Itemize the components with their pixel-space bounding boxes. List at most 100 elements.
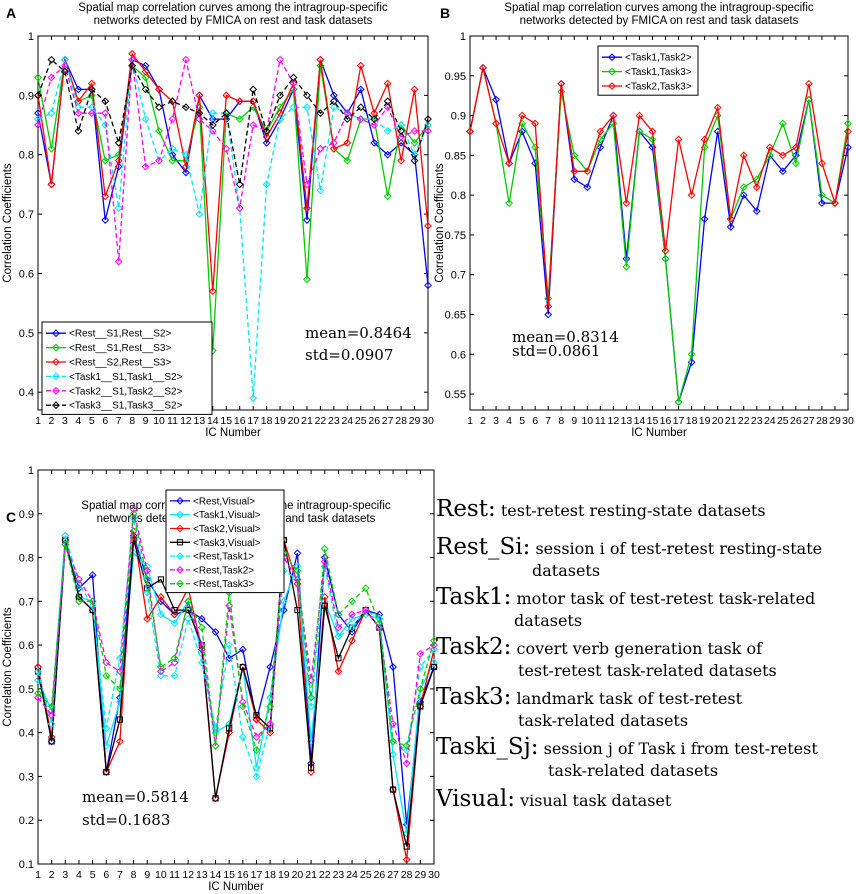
x-tick-label: 7 bbox=[117, 869, 123, 881]
data-point bbox=[320, 562, 329, 571]
series-line bbox=[37, 518, 435, 779]
y-tick-label: 0.95 bbox=[445, 71, 466, 83]
data-point bbox=[195, 109, 204, 118]
data-point bbox=[129, 549, 138, 558]
data-point bbox=[74, 85, 83, 94]
x-tick-label: 5 bbox=[519, 415, 525, 427]
data-point bbox=[316, 61, 325, 70]
data-point bbox=[356, 115, 365, 124]
x-tick-label: 28 bbox=[395, 415, 407, 427]
data-point bbox=[417, 703, 424, 710]
y-tick-label: 0.5 bbox=[19, 684, 34, 696]
data-point bbox=[844, 119, 852, 128]
data-point bbox=[778, 119, 787, 128]
data-point bbox=[583, 167, 592, 176]
x-tick-label: 27 bbox=[803, 415, 815, 427]
legend-entry: <Rest,Visual> bbox=[193, 496, 255, 507]
y-tick-label: 1 bbox=[460, 31, 466, 43]
data-point bbox=[416, 649, 425, 658]
data-point bbox=[316, 144, 325, 153]
chart-panel-b: B Spatial map correlation curves among th… bbox=[434, 2, 854, 439]
data-point bbox=[101, 216, 110, 224]
x-tick-label: 16 bbox=[234, 415, 246, 427]
data-point bbox=[208, 109, 217, 118]
x-tick-label: 30 bbox=[842, 415, 854, 427]
x-tick-label: 21 bbox=[301, 415, 313, 427]
data-point bbox=[168, 144, 177, 153]
x-tick-label: 14 bbox=[634, 415, 646, 427]
data-point bbox=[266, 720, 275, 728]
data-point bbox=[321, 602, 328, 609]
chart-title: Spatial map correlation curves among the… bbox=[78, 2, 388, 14]
data-point bbox=[389, 737, 397, 746]
data-point bbox=[101, 97, 110, 106]
data-point bbox=[383, 127, 392, 135]
data-point bbox=[713, 103, 722, 112]
data-point bbox=[197, 614, 206, 623]
y-tick-label: 0.8 bbox=[451, 190, 466, 202]
data-point bbox=[61, 531, 70, 540]
data-point bbox=[375, 619, 384, 628]
data-point bbox=[329, 138, 338, 147]
data-point bbox=[156, 610, 165, 619]
data-point bbox=[52, 329, 60, 338]
y-tick-label: 0.5 bbox=[19, 328, 34, 340]
data-point bbox=[370, 115, 379, 124]
data-point bbox=[424, 222, 432, 230]
data-point bbox=[791, 159, 800, 168]
series-line bbox=[37, 59, 429, 351]
data-point bbox=[544, 310, 553, 319]
x-tick-label: 20 bbox=[712, 415, 724, 427]
data-point bbox=[197, 623, 206, 632]
chart-legend: <Rest__S1,Rest__S2> <Rest__S1,Rest__S3> <R… bbox=[41, 321, 213, 415]
data-point bbox=[609, 119, 618, 128]
abbrev-task3: Task3: landmark task of test-retest task… bbox=[436, 686, 742, 732]
x-tick-label: 18 bbox=[264, 869, 276, 881]
x-tick-label: 20 bbox=[292, 869, 304, 881]
data-point bbox=[397, 156, 406, 165]
data-point bbox=[252, 746, 261, 755]
data-point bbox=[34, 663, 42, 671]
stats-annotation: mean=0.8464 bbox=[305, 324, 412, 342]
x-tick-label: 18 bbox=[686, 415, 698, 427]
data-point bbox=[424, 115, 432, 124]
x-tick-label: 16 bbox=[660, 415, 672, 427]
x-tick-label: 30 bbox=[422, 415, 434, 427]
data-point bbox=[88, 601, 97, 610]
abbrev-rest-si: Rest_Si: session i of test-retest restin… bbox=[436, 536, 822, 582]
data-point bbox=[128, 61, 137, 70]
data-point bbox=[235, 180, 244, 189]
data-point bbox=[289, 103, 298, 112]
x-tick-label: 3 bbox=[62, 869, 68, 881]
data-point bbox=[184, 614, 193, 623]
legend-entry: <Task2,Task3> bbox=[625, 82, 692, 93]
y-tick-label: 0.85 bbox=[445, 150, 466, 162]
data-point bbox=[211, 628, 220, 636]
data-point bbox=[389, 750, 397, 759]
data-point bbox=[389, 663, 397, 671]
data-point bbox=[410, 156, 419, 165]
x-tick-label: 8 bbox=[129, 415, 135, 427]
abbrev-rest: Rest: test-retest resting-state datasets bbox=[436, 498, 766, 522]
data-point bbox=[818, 159, 826, 168]
data-point bbox=[170, 671, 179, 680]
data-point bbox=[116, 737, 124, 746]
data-point bbox=[492, 95, 500, 104]
x-tick-label: 15 bbox=[220, 415, 232, 427]
abbrev-desc: test-retest resting-state datasets bbox=[500, 501, 766, 520]
data-point bbox=[34, 91, 42, 100]
x-tick-label: 11 bbox=[167, 415, 178, 427]
data-point bbox=[129, 509, 138, 518]
abbrev-desc-cont: task-related datasets bbox=[518, 711, 689, 730]
data-point bbox=[308, 764, 315, 771]
x-tick-label: 26 bbox=[790, 415, 802, 427]
x-tick-label: 19 bbox=[699, 415, 711, 427]
data-point bbox=[239, 663, 246, 671]
y-tick-label: 0.7 bbox=[19, 209, 34, 221]
data-point bbox=[116, 684, 124, 693]
data-point bbox=[34, 689, 42, 698]
x-tick-label: 7 bbox=[116, 415, 122, 427]
data-point bbox=[739, 183, 748, 192]
x-tick-label: 8 bbox=[558, 415, 564, 427]
series-5 bbox=[34, 55, 432, 266]
